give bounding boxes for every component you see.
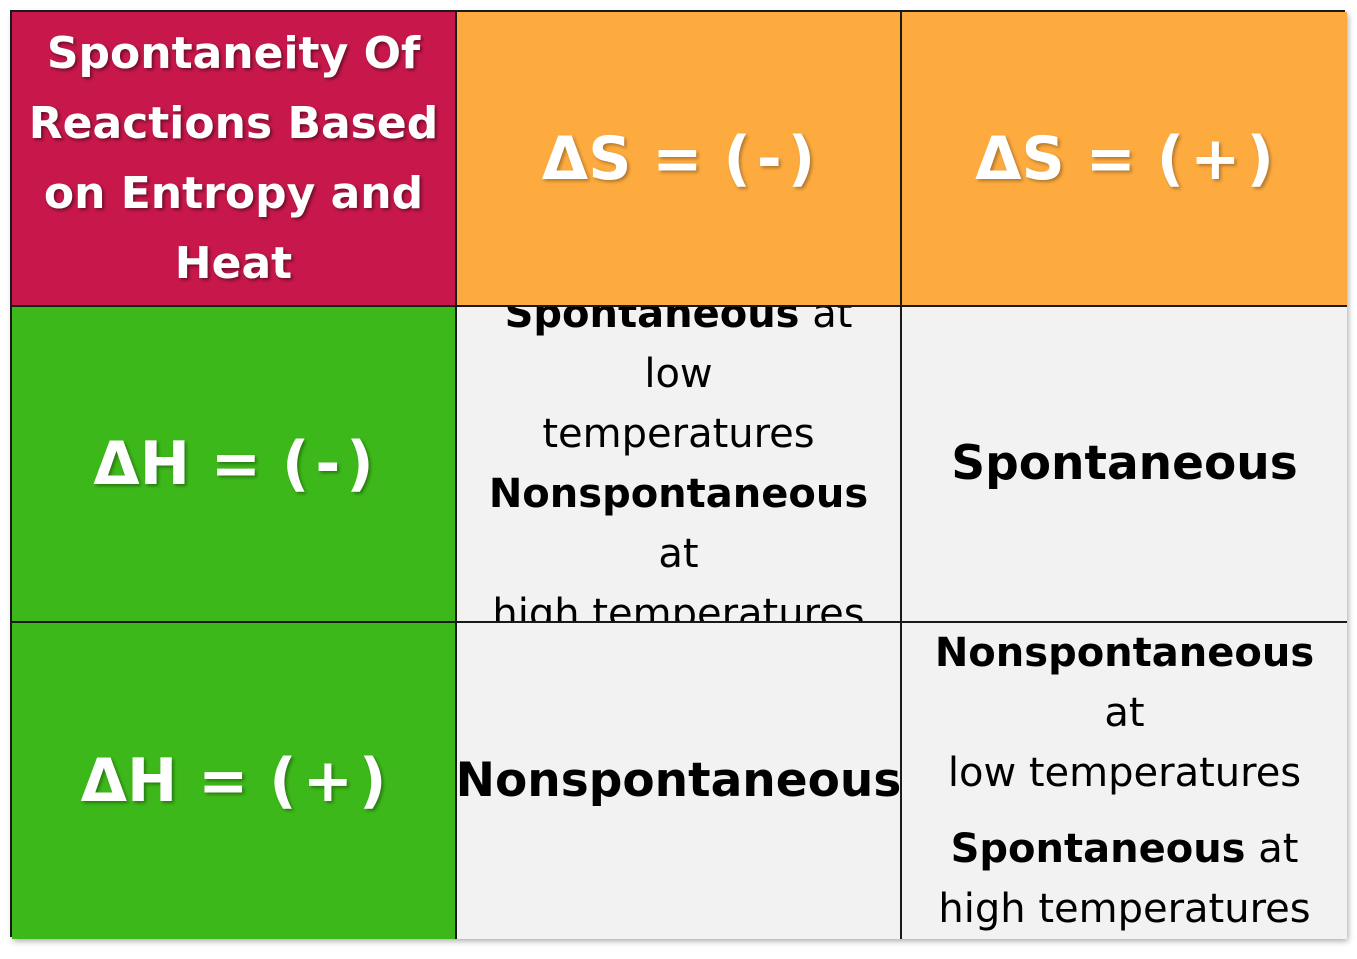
cell-bold-term: Nonspontaneous	[488, 471, 869, 517]
cell-bold-term: Spontaneous	[950, 826, 1246, 872]
table-title-cell: Spontaneity Of Reactions Based on Entrop…	[12, 12, 457, 307]
minus-sign: -	[315, 429, 341, 499]
header-suffix: )	[346, 429, 374, 499]
cell-line: Spontaneous at low	[465, 307, 892, 404]
row-header-enthalpy-positive: ΔH = (+)	[12, 623, 457, 939]
table-title-line-3: on Entropy and	[43, 167, 424, 219]
cell-single-term: Nonspontaneous	[457, 753, 902, 808]
header-prefix: ΔS = (	[541, 123, 751, 194]
column-header-entropy-negative: ΔS = (-)	[457, 12, 902, 307]
row-header-enthalpy-negative-label: ΔH = (-)	[93, 429, 373, 499]
header-suffix: )	[787, 123, 816, 194]
cell-bold-term: Spontaneous	[504, 307, 800, 337]
cell-dh-positive-ds-negative: Nonspontaneous	[457, 623, 902, 939]
cell-rest: at	[658, 531, 699, 577]
cell-rest: at	[1245, 826, 1299, 872]
column-header-entropy-positive: ΔS = (+)	[902, 12, 1347, 307]
cell-line: low temperatures	[947, 750, 1302, 796]
cell-dh-negative-ds-negative: Spontaneous at low temperatures Nonspont…	[457, 307, 902, 623]
cell-bold-term: Nonspontaneous	[934, 630, 1315, 676]
header-prefix: ΔH = (	[80, 746, 297, 816]
entropy-enthalpy-table: Spontaneity Of Reactions Based on Entrop…	[10, 10, 1347, 939]
cell-rest: at low	[644, 307, 853, 397]
cell-dh-negative-ds-positive: Spontaneous	[902, 307, 1347, 623]
header-prefix: ΔS = (	[975, 123, 1185, 194]
cell-line: temperatures	[542, 411, 815, 457]
table-title-line-4: Heat	[174, 237, 293, 289]
minus-sign: -	[756, 123, 782, 194]
plus-sign: +	[1190, 123, 1241, 194]
plus-sign: +	[302, 746, 353, 816]
row-header-enthalpy-negative: ΔH = (-)	[12, 307, 457, 623]
header-suffix: )	[358, 746, 387, 816]
table-title-line-1: Spontaneity Of	[46, 27, 421, 79]
row-header-enthalpy-positive-label: ΔH = (+)	[81, 746, 387, 816]
column-header-entropy-negative-label: ΔS = (-)	[542, 124, 815, 194]
cell-single-term: Spontaneous	[951, 436, 1298, 491]
cell-dh-positive-ds-positive: Nonspontaneous at low temperatures Spont…	[902, 623, 1347, 939]
header-suffix: )	[1246, 123, 1274, 194]
table-title-line-2: Reactions Based	[28, 97, 439, 149]
cell-line: high temperatures	[492, 591, 865, 623]
cell-line: Nonspontaneous at	[910, 623, 1339, 743]
header-prefix: ΔH = (	[93, 429, 310, 499]
column-header-entropy-positive-label: ΔS = (+)	[975, 124, 1274, 194]
cell-line: Spontaneous at	[951, 819, 1299, 879]
cell-line: Nonspontaneous at	[465, 464, 892, 584]
cell-rest: at	[1104, 690, 1145, 736]
cell-line: high temperatures	[938, 886, 1311, 932]
